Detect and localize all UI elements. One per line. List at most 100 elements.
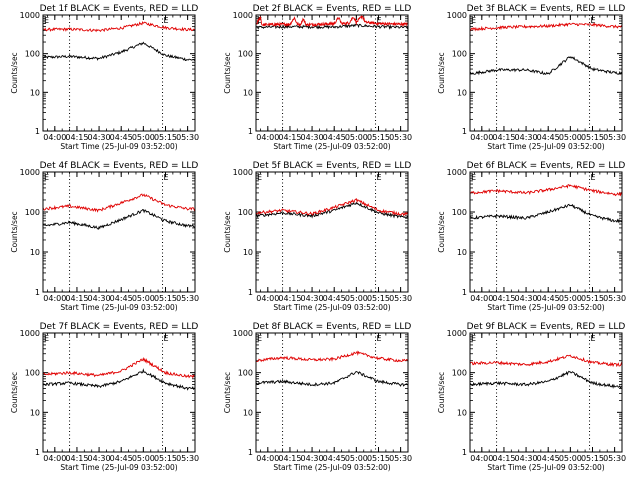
x-tick-label: 05:30 — [603, 133, 626, 142]
x-tick-label: 04:15 — [65, 294, 88, 303]
series-events — [42, 41, 196, 61]
event-marker-label: E — [164, 173, 169, 182]
series-events — [469, 370, 623, 389]
y-tick-label: 1 — [35, 448, 40, 457]
x-tick-label: 04:15 — [278, 454, 301, 463]
x-axis-label: Start Time (25-Jul-09 03:52:00) — [273, 463, 390, 472]
y-axis-label: Counts/sec — [223, 211, 232, 252]
corner-label: E — [44, 16, 49, 25]
y-tick-label: 1000 — [447, 168, 467, 177]
panel-2: Det 2f BLACK = Events, RED = LLD Counts/s… — [223, 4, 412, 151]
plot-frame — [255, 332, 409, 453]
plot-frame — [469, 14, 623, 132]
y-tick-label: 100 — [452, 50, 467, 59]
x-tick-label: 05:00 — [132, 294, 155, 303]
event-marker-label: E — [377, 334, 382, 343]
panel-3: Det 3f BLACK = Events, RED = LLD Counts/s… — [437, 4, 626, 151]
x-tick-label: 05:00 — [132, 133, 155, 142]
x-tick-label: 04:00 — [470, 294, 493, 303]
y-tick-label: 100 — [238, 369, 253, 378]
y-tick-label: 10 — [243, 248, 253, 257]
panel-6: Det 6f BLACK = Events, RED = LLD Counts/s… — [437, 161, 626, 312]
y-tick-label: 1000 — [233, 329, 253, 338]
x-tick-label: 04:00 — [256, 294, 279, 303]
x-tick-label: 05:00 — [345, 133, 368, 142]
plot-frame — [42, 332, 196, 453]
y-tick-label: 10 — [30, 248, 40, 257]
event-marker-label: E — [377, 173, 382, 182]
series-lld — [469, 354, 623, 368]
x-tick-label: 04:45 — [537, 133, 560, 142]
corner-label: E — [257, 173, 262, 182]
x-tick-label: 04:00 — [43, 294, 66, 303]
y-tick-label: 10 — [30, 408, 40, 417]
x-tick-label: 04:15 — [492, 133, 515, 142]
panel-4: Det 4f BLACK = Events, RED = LLD Counts/s… — [10, 161, 199, 312]
y-axis-label: Counts/sec — [223, 52, 232, 93]
x-tick-label: 04:45 — [537, 454, 560, 463]
series-events — [255, 23, 409, 30]
x-tick-label: 05:00 — [132, 454, 155, 463]
x-tick-label: 05:15 — [154, 133, 177, 142]
x-tick-label: 05:30 — [176, 294, 199, 303]
panel-1: Det 1f BLACK = Events, RED = LLD Counts/s… — [10, 4, 199, 151]
x-tick-label: 04:00 — [470, 454, 493, 463]
y-tick-label: 1000 — [20, 329, 40, 338]
series-events — [42, 209, 196, 230]
y-tick-label: 100 — [238, 208, 253, 217]
x-axis-label: Start Time (25-Jul-09 03:52:00) — [273, 142, 390, 151]
x-tick-label: 04:45 — [537, 294, 560, 303]
y-tick-label: 10 — [30, 88, 40, 97]
x-tick-label: 04:15 — [65, 133, 88, 142]
panel-title: Det 3f BLACK = Events, RED = LLD — [467, 4, 626, 14]
y-tick-label: 1 — [248, 448, 253, 457]
corner-label: E — [44, 334, 49, 343]
y-tick-label: 1000 — [20, 168, 40, 177]
y-tick-label: 1000 — [233, 168, 253, 177]
panel-title: Det 9f BLACK = Events, RED = LLD — [467, 322, 626, 332]
y-tick-label: 10 — [457, 408, 467, 417]
x-tick-label: 04:15 — [492, 454, 515, 463]
x-tick-label: 05:15 — [581, 454, 604, 463]
panel-8: Det 8f BLACK = Events, RED = LLD Counts/s… — [223, 322, 412, 472]
y-axis-label: Counts/sec — [10, 372, 19, 413]
panel-9: Det 9f BLACK = Events, RED = LLD Counts/s… — [437, 322, 626, 472]
x-tick-label: 05:15 — [367, 454, 390, 463]
panel-5: Det 5f BLACK = Events, RED = LLD Counts/s… — [223, 161, 412, 312]
y-axis-label: Counts/sec — [223, 372, 232, 413]
x-tick-label: 05:15 — [367, 133, 390, 142]
y-tick-label: 1000 — [447, 11, 467, 20]
corner-label: E — [471, 334, 476, 343]
x-tick-label: 05:30 — [603, 294, 626, 303]
x-tick-label: 05:30 — [603, 454, 626, 463]
panel-title: Det 2f BLACK = Events, RED = LLD — [253, 4, 412, 14]
event-marker-label: E — [164, 334, 169, 343]
plot-frame — [42, 171, 196, 293]
x-tick-label: 04:30 — [88, 133, 111, 142]
y-tick-label: 10 — [243, 408, 253, 417]
plot-frame — [469, 332, 623, 453]
x-tick-label: 05:00 — [345, 294, 368, 303]
y-axis-label: Counts/sec — [10, 52, 19, 93]
y-axis-label: Counts/sec — [437, 372, 446, 413]
panel-title: Det 8f BLACK = Events, RED = LLD — [253, 322, 412, 332]
x-axis-label: Start Time (25-Jul-09 03:52:00) — [487, 303, 604, 312]
x-tick-label: 04:30 — [301, 133, 324, 142]
corner-label: E — [471, 16, 476, 25]
y-tick-label: 1 — [462, 448, 467, 457]
series-events — [255, 370, 409, 387]
x-tick-label: 04:15 — [492, 294, 515, 303]
x-tick-label: 05:30 — [176, 454, 199, 463]
x-tick-label: 05:15 — [154, 454, 177, 463]
x-tick-label: 04:30 — [515, 294, 538, 303]
x-tick-label: 05:00 — [345, 454, 368, 463]
x-tick-label: 05:00 — [559, 133, 582, 142]
x-tick-label: 04:45 — [110, 454, 133, 463]
x-tick-label: 05:15 — [154, 294, 177, 303]
x-tick-label: 04:00 — [43, 133, 66, 142]
y-axis-label: Counts/sec — [10, 211, 19, 252]
x-tick-label: 05:00 — [559, 454, 582, 463]
y-tick-label: 1000 — [20, 11, 40, 20]
panel-7: Det 7f BLACK = Events, RED = LLD Counts/s… — [10, 322, 199, 472]
